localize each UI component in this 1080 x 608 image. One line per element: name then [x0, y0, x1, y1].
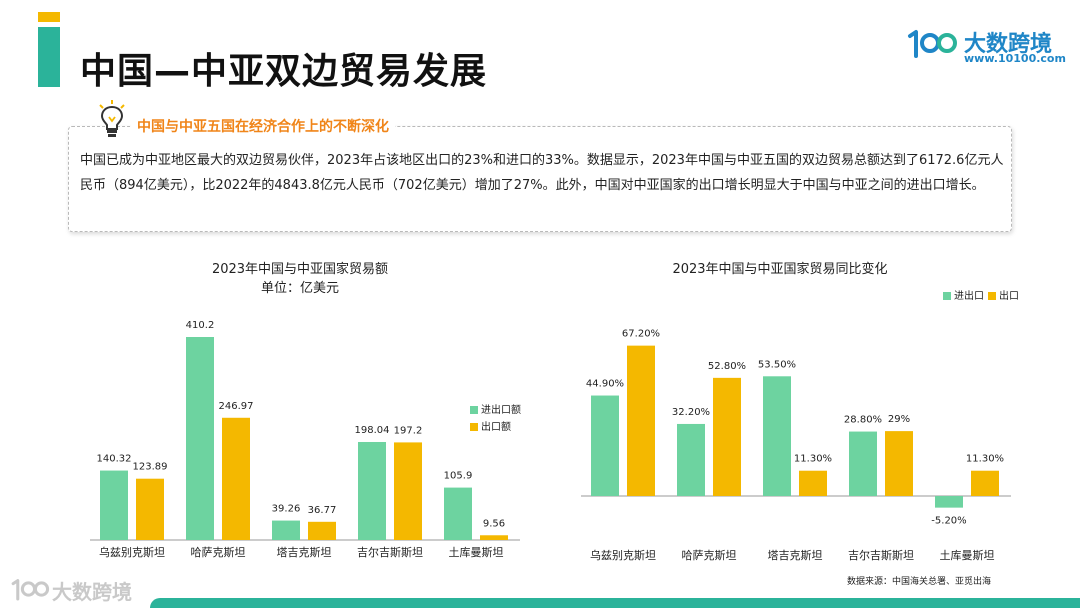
brand-logo-mark — [908, 30, 957, 58]
data-label: 53.50% — [758, 359, 796, 370]
footer-logo: 大数跨境 — [10, 574, 150, 604]
bar-series1 — [591, 395, 619, 496]
bar-series2 — [627, 345, 655, 496]
data-label: 39.26 — [272, 504, 301, 515]
page-title: 中国—中亚双边贸易发展 — [80, 51, 488, 92]
footer-logo-name: 大数跨境 — [52, 580, 132, 604]
bar-series2 — [885, 431, 913, 496]
data-label: 140.32 — [97, 454, 132, 465]
category-label: 塔吉克斯坦 — [768, 548, 823, 562]
bar-series2 — [971, 470, 999, 496]
bar-series2 — [222, 417, 250, 540]
bar-series2 — [308, 521, 336, 540]
legend-label: 进出口额 — [481, 403, 521, 416]
chart2-yoy-change: 44.90% 67.20% 乌兹别克斯坦 32.20% 52.80% 哈萨克斯坦 53.50… — [581, 289, 1019, 562]
category-label: 哈萨克斯坦 — [191, 545, 246, 559]
bar-series1 — [849, 431, 877, 496]
bar-series2 — [713, 377, 741, 496]
brand-logo: 大数跨境 www.10100.com — [906, 24, 1066, 68]
category-label: 乌兹别克斯坦 — [590, 548, 656, 562]
category-label: 吉尔吉斯斯坦 — [357, 545, 423, 559]
data-label: 44.90% — [586, 379, 624, 390]
info-box — [68, 126, 1012, 232]
data-label: 9.56 — [483, 518, 505, 529]
accent-bar-teal — [38, 27, 60, 87]
data-label: 11.30% — [966, 454, 1004, 465]
data-label: 197.2 — [394, 425, 423, 436]
bar-series1 — [763, 376, 791, 496]
legend-label: 出口额 — [481, 420, 511, 433]
bar-series1 — [186, 337, 214, 540]
bar-series2 — [480, 535, 508, 540]
bar-series2 — [799, 470, 827, 496]
bar-series1 — [677, 423, 705, 496]
info-body: 中国已成为中亚地区最大的双边贸易伙伴，2023年占该地区出口的23%和进口的33… — [80, 153, 1004, 193]
legend-swatch — [943, 292, 951, 300]
data-label: 52.80% — [708, 361, 746, 372]
bar-series1 — [935, 496, 963, 508]
legend-swatch — [470, 423, 478, 431]
category-label: 吉尔吉斯斯坦 — [848, 548, 914, 562]
data-label: -5.20% — [931, 516, 966, 527]
bar-series1 — [100, 470, 128, 540]
data-label: 67.20% — [622, 329, 660, 340]
bar-series2 — [136, 478, 164, 540]
legend-label: 出口 — [999, 289, 1019, 302]
chart1-title: 2023年中国与中亚国家贸易额 — [211, 262, 389, 277]
info-heading: 中国与中亚五国在经济合作上的不断深化 — [131, 116, 395, 136]
data-label: 198.04 — [355, 425, 390, 436]
legend-label: 进出口 — [954, 289, 984, 302]
data-label: 32.20% — [672, 407, 710, 418]
data-label: 11.30% — [794, 454, 832, 465]
data-label: 28.80% — [844, 415, 882, 426]
data-label: 105.9 — [444, 471, 473, 482]
legend-swatch — [470, 406, 478, 414]
brand-logo-name: 大数跨境 — [964, 32, 1053, 57]
legend-swatch — [988, 292, 996, 300]
bar-series1 — [272, 520, 300, 540]
bar-series1 — [444, 487, 472, 540]
lightbulb-icon — [99, 100, 125, 137]
accent-bar-yellow — [38, 12, 60, 22]
brand-logo-url: www.10100.com — [964, 52, 1066, 65]
footer-logo-mark — [11, 579, 50, 601]
category-label: 土库曼斯坦 — [449, 545, 504, 559]
data-label: 123.89 — [133, 462, 168, 473]
category-label: 哈萨克斯坦 — [682, 548, 737, 562]
data-label: 410.2 — [186, 320, 215, 331]
data-label: 246.97 — [219, 401, 254, 412]
footer-band — [150, 598, 1080, 608]
chart1-subtitle: 单位：亿美元 — [260, 281, 339, 296]
category-label: 乌兹别克斯坦 — [99, 545, 165, 559]
chart2-title: 2023年中国与中亚国家贸易同比变化 — [672, 262, 888, 277]
bar-series2 — [394, 442, 422, 540]
source-note: 数据来源：中国海关总署、亚觅出海 — [847, 577, 992, 587]
data-label: 36.77 — [308, 505, 337, 516]
bar-series1 — [358, 441, 386, 540]
category-label: 土库曼斯坦 — [940, 548, 995, 562]
data-label: 29% — [888, 414, 910, 425]
category-label: 塔吉克斯坦 — [277, 545, 332, 559]
